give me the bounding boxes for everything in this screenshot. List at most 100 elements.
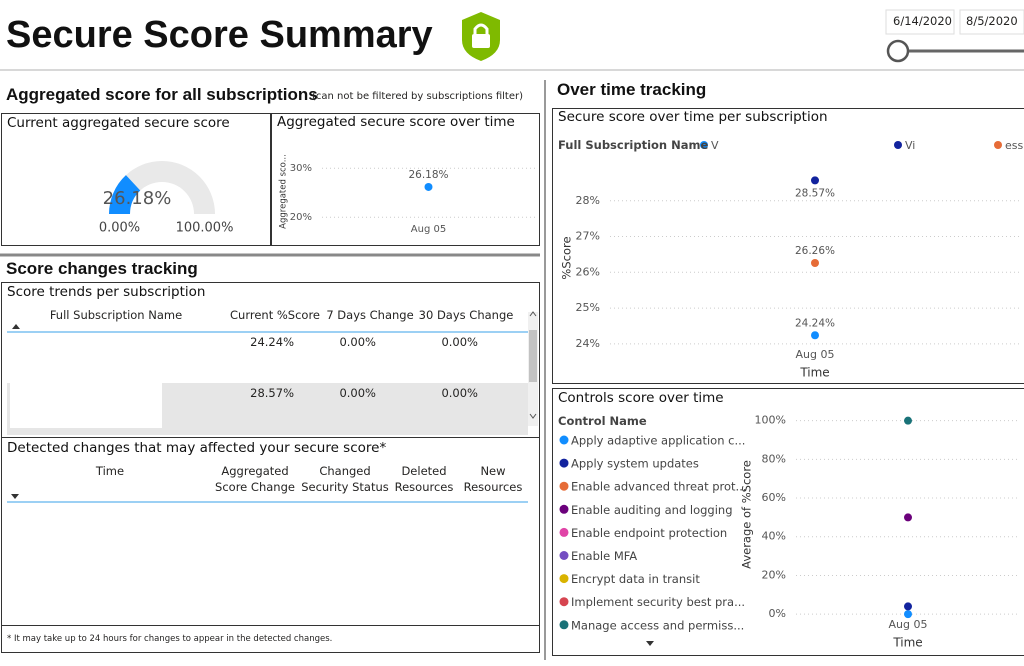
gauge-value — [109, 175, 141, 214]
legend-marker — [559, 504, 569, 514]
legend-label[interactable]: Apply adaptive application c... — [571, 434, 745, 448]
x-axis-label: Time — [892, 636, 922, 650]
scrollbar-thumb[interactable] — [529, 330, 537, 382]
y-tick-label: 28% — [576, 194, 600, 207]
legend-label[interactable]: Enable endpoint protection — [571, 526, 727, 540]
legend-marker — [894, 141, 902, 149]
date-end-box[interactable] — [959, 9, 1024, 35]
y-tick-label: 24% — [576, 337, 600, 350]
gauge-max: 100.00% — [176, 221, 234, 236]
panel — [552, 108, 1024, 384]
legend-title: Control Name — [558, 414, 647, 428]
legend-label[interactable]: Implement security best pra... — [571, 595, 745, 609]
gauge-min: 0.00% — [99, 221, 140, 236]
section-note: (can not be filtered by subscriptions fi… — [312, 91, 523, 102]
page-title: Secure Score Summary — [6, 14, 433, 56]
cell: 0.00% — [441, 386, 478, 400]
redaction — [10, 380, 162, 428]
x-tick-label: Aug 05 — [796, 348, 835, 361]
cell: 0.00% — [339, 335, 376, 349]
section-heading: Over time tracking — [557, 80, 707, 99]
legend-label[interactable]: Apply system updates — [571, 457, 699, 471]
data-point — [904, 610, 912, 619]
data-point — [811, 331, 819, 340]
panel-title: Controls score over time — [558, 390, 724, 406]
legend-label[interactable]: Enable auditing and logging — [571, 503, 733, 517]
legend-label[interactable]: Manage access and permiss... — [571, 618, 744, 632]
legend-marker — [559, 481, 569, 491]
column-header[interactable]: 7 Days Change — [326, 308, 414, 322]
legend-marker — [994, 141, 1002, 149]
gauge-track — [109, 161, 215, 214]
y-tick-label: 100% — [755, 414, 786, 427]
date-start-box[interactable] — [885, 9, 955, 35]
scroll-down[interactable] — [529, 413, 537, 419]
panel-title: Score trends per subscription — [7, 284, 206, 300]
y-axis-label: Aggregated sco... — [279, 154, 289, 229]
date-start[interactable]: 6/14/2020 — [893, 14, 952, 28]
panel — [271, 113, 540, 246]
data-label: 28.57% — [795, 187, 835, 199]
legend-label: essi — [1005, 139, 1024, 152]
legend-marker — [559, 620, 569, 630]
column-header[interactable]: New Resources — [463, 464, 523, 494]
legend-marker — [559, 574, 569, 584]
cell: 0.00% — [441, 335, 478, 349]
panel-title: Current aggregated secure score — [7, 115, 230, 131]
legend-label[interactable]: Enable MFA — [571, 549, 637, 563]
legend-marker — [559, 551, 569, 560]
data-point — [424, 182, 433, 191]
data-point — [904, 602, 912, 611]
lock-body — [472, 34, 490, 48]
column-header[interactable]: Current %Score — [230, 308, 320, 322]
y-tick-label: 60% — [762, 491, 786, 504]
column-header[interactable]: Aggregated Score Change — [215, 464, 295, 494]
panel — [1, 625, 540, 653]
footnote: * It may take up to 24 hours for changes… — [7, 634, 333, 644]
column-header[interactable]: 30 Days Change — [418, 308, 514, 322]
data-point — [904, 513, 912, 522]
y-tick-label: 80% — [762, 452, 786, 465]
y-tick-label: 25% — [576, 301, 600, 314]
column-header[interactable]: Full Subscription Name — [49, 308, 183, 322]
panel — [1, 113, 271, 246]
legend-label: Vi — [905, 139, 915, 152]
section-heading: Aggregated score for all subscriptions — [6, 85, 318, 104]
legend-label[interactable]: Encrypt data in transit — [571, 572, 700, 586]
cell: 0.00% — [339, 386, 376, 400]
column-header[interactable]: Time — [95, 464, 125, 478]
y-axis-label: Average of %Score — [740, 460, 754, 569]
scroll-up[interactable] — [529, 311, 537, 317]
y-tick-label: 40% — [762, 530, 786, 543]
cell: 24.24% — [250, 335, 294, 349]
data-label: 24.24% — [795, 317, 835, 329]
y-tick-label: 20% — [762, 568, 786, 581]
y-tick-label: 0% — [769, 607, 786, 620]
slider-handle[interactable] — [886, 39, 910, 63]
legend-marker — [559, 435, 569, 445]
legend-title: Full Subscription Name — [558, 138, 709, 152]
column-header[interactable]: Deleted Resources — [394, 464, 454, 494]
y-tick-label: 20% — [290, 212, 312, 223]
data-point — [904, 416, 912, 425]
cell: 28.57% — [250, 386, 294, 400]
x-axis-label: Time — [799, 366, 829, 380]
column-header[interactable]: Changed Security Status — [301, 464, 389, 494]
y-axis-label: %Score — [560, 236, 574, 279]
legend-more[interactable] — [646, 641, 654, 646]
sort-arrow[interactable] — [11, 494, 19, 499]
panel — [552, 388, 1024, 656]
y-tick-label: 30% — [290, 163, 312, 174]
sort-arrow[interactable] — [12, 324, 20, 329]
y-tick-label: 27% — [576, 230, 600, 243]
date-end[interactable]: 8/5/2020 — [966, 14, 1018, 28]
legend-marker — [700, 141, 708, 149]
legend-label[interactable]: Enable advanced threat prot... — [571, 480, 747, 494]
lock-shackle — [473, 23, 489, 34]
x-tick-label: Aug 05 — [411, 224, 446, 235]
gauge-label: 26.18% — [103, 188, 172, 209]
legend-marker — [559, 458, 569, 468]
data-label: 26.26% — [795, 245, 835, 257]
